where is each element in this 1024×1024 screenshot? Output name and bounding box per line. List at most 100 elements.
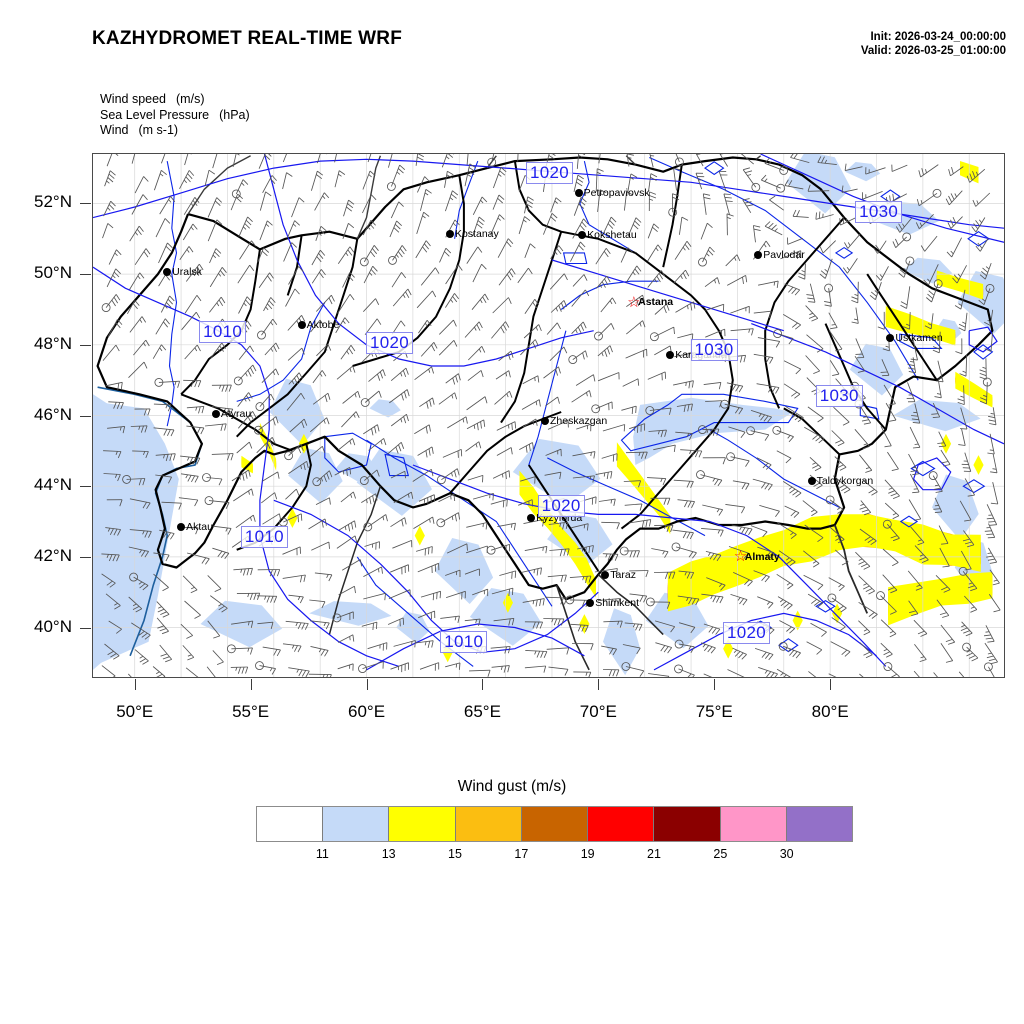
- city-dot-icon: [297, 321, 306, 330]
- city-marker-astana[interactable]: ☆Astana: [627, 294, 673, 312]
- city-dot-icon: [578, 231, 587, 240]
- city-label: Kostanay: [454, 227, 499, 240]
- lon-tick-label-70: 70°E: [579, 702, 617, 721]
- variable-name-2: Wind: [100, 123, 129, 137]
- weather-map[interactable]: Petropaviovsk Kostanay Kokshetau Pavlodar Ur…: [92, 153, 1005, 678]
- lat-tick-label-46: 46°N: [34, 404, 72, 424]
- city-dot-icon: [666, 351, 675, 360]
- lon-tick-label-55: 55°E: [232, 702, 270, 721]
- city-marker-uralsk[interactable]: Uralsk: [163, 264, 202, 282]
- city-marker-shimkent[interactable]: Shimkent: [586, 594, 639, 612]
- lat-tick-mark: [80, 415, 91, 417]
- colorbar-tick-labels: 11 13 15 17 19 21 25 30: [256, 847, 853, 867]
- lat-tick-label-50: 50°N: [34, 263, 72, 283]
- colorbar-tick-15: 15: [448, 847, 462, 861]
- city-dot-icon: [574, 188, 583, 197]
- city-label: Taraz: [610, 568, 636, 581]
- lat-tick-mark: [80, 203, 91, 205]
- colorbar-swatch-5[interactable]: [587, 807, 654, 841]
- lon-tick-mark: [366, 679, 368, 690]
- isobar-label-1020: 1020: [537, 494, 585, 517]
- city-dot-icon: [886, 333, 895, 342]
- page-title: KAZHYDROMET REAL-TIME WRF: [92, 28, 403, 49]
- graticule-lines: [93, 154, 1004, 677]
- lon-tick-label-50: 50°E: [116, 702, 154, 721]
- city-label: Ustkamen: [895, 331, 943, 344]
- lat-tick-mark: [80, 627, 91, 629]
- lon-tick-label-75: 75°E: [695, 702, 733, 721]
- lon-tick-mark: [830, 679, 832, 690]
- colorbar-swatch-1[interactable]: [322, 807, 389, 841]
- city-marker-zheskazgan[interactable]: Zheskazgan: [541, 412, 607, 430]
- map-canvas: [93, 154, 1004, 677]
- colorbar-swatch-0[interactable]: [257, 807, 323, 841]
- city-marker-taraz[interactable]: Taraz: [601, 566, 636, 584]
- map-inner: Petropaviovsk Kostanay Kokshetau Pavlodar Ur…: [93, 154, 1004, 677]
- colorbar-swatch-6[interactable]: [653, 807, 720, 841]
- colorbar-title: Wind gust (m/s): [457, 778, 567, 795]
- colorbar-tick-30: 30: [779, 847, 794, 861]
- isobar-label-1020: 1020: [366, 332, 414, 355]
- lon-tick-label-60: 60°E: [348, 702, 386, 721]
- city-marker-atyrau[interactable]: Atyrau: [211, 405, 251, 423]
- lat-tick-label-48: 48°N: [34, 333, 72, 353]
- border-layer: [96, 155, 994, 671]
- city-marker-almaty[interactable]: ☆Almaty: [734, 548, 780, 566]
- city-marker-pavlodar[interactable]: Pavlodar: [754, 246, 805, 264]
- run-info: Init: 2026-03-24_00:00:00 Valid: 2026-03…: [861, 30, 1006, 58]
- variable-name-1: Sea Level Pressure: [100, 107, 210, 122]
- colorbar-tick-13: 13: [381, 847, 396, 861]
- isobar-label-1030: 1030: [690, 339, 738, 362]
- city-dot-icon: [163, 268, 172, 277]
- city-dot-icon: [807, 476, 816, 485]
- lon-tick-mark: [598, 679, 600, 690]
- lat-tick-label-42: 42°N: [34, 545, 72, 565]
- city-marker-kostanay[interactable]: Kostanay: [445, 225, 499, 243]
- lat-tick-label-52: 52°N: [34, 192, 72, 212]
- variable-units-0: (m/s): [176, 92, 205, 106]
- valid-time-label: Valid: 2026-03-25_01:00:00: [860, 45, 1006, 57]
- capital-star-icon: ☆: [627, 293, 641, 311]
- isobar-label-1030: 1030: [855, 201, 903, 224]
- variable-row-1: Sea Level Pressure (hPa): [100, 108, 250, 124]
- variable-units-2: (m s-1): [138, 123, 179, 137]
- city-label: Pavlodar: [763, 248, 805, 261]
- city-dot-icon: [586, 598, 595, 607]
- lon-tick-mark: [482, 679, 484, 690]
- city-label: Almaty: [744, 550, 780, 563]
- city-dot-icon: [601, 570, 610, 579]
- colorbar-swatch-2[interactable]: [388, 807, 455, 841]
- city-marker-aktau[interactable]: Aktau: [177, 518, 213, 536]
- city-label: Aktau: [186, 520, 213, 533]
- city-dot-icon: [177, 522, 186, 531]
- colorbar[interactable]: [256, 806, 853, 842]
- city-dot-icon: [527, 513, 536, 522]
- colorbar-tick-11: 11: [315, 847, 329, 861]
- colorbar-swatch-4[interactable]: [520, 807, 588, 841]
- isobar-label-1020: 1020: [723, 621, 771, 644]
- colorbar-tick-25: 25: [713, 847, 728, 861]
- colorbar-tick-21: 21: [647, 847, 661, 861]
- variable-units-1: (hPa): [219, 107, 250, 122]
- colorbar-swatch-8[interactable]: [785, 807, 852, 841]
- city-label: Zheskazgan: [550, 414, 608, 427]
- city-marker-aktobe[interactable]: Aktobe: [297, 317, 339, 335]
- lon-tick-mark: [714, 679, 716, 690]
- city-dot-icon: [754, 250, 763, 259]
- city-marker-petropaviovsk[interactable]: Petropaviovsk: [574, 184, 650, 202]
- lat-tick-mark: [80, 556, 91, 558]
- capital-star-icon: ☆: [733, 548, 748, 566]
- city-label: Uralsk: [172, 266, 202, 279]
- init-time-label: Init: 2026-03-24_00:00:00: [870, 31, 1006, 43]
- city-label: Petropaviovsk: [583, 186, 650, 199]
- wind-gust-shading: [93, 154, 1004, 676]
- lon-tick-label-65: 65°E: [463, 702, 501, 721]
- colorbar-swatch-3[interactable]: [454, 807, 521, 841]
- city-marker-ustkamen[interactable]: Ustkamen: [886, 329, 943, 347]
- lat-tick-mark: [80, 344, 91, 346]
- city-label: Kokshetau: [587, 229, 637, 242]
- colorbar-swatch-7[interactable]: [719, 807, 786, 841]
- isobar-label-1010: 1010: [240, 526, 288, 549]
- city-marker-kokshetau[interactable]: Kokshetau: [578, 227, 637, 245]
- city-marker-taldykorgan[interactable]: Taldykorgan: [807, 472, 873, 490]
